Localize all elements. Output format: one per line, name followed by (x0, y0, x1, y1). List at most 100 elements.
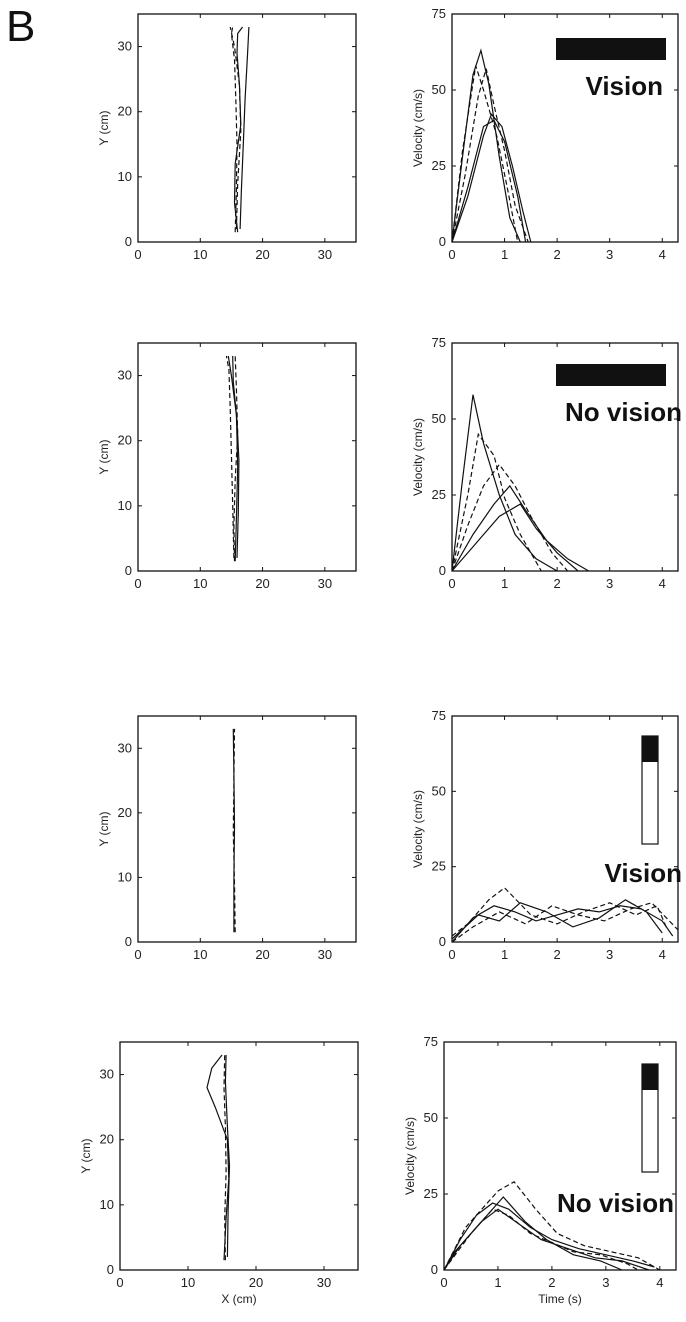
trajectory-line (232, 355, 240, 559)
x-tick-label: 20 (249, 1275, 263, 1290)
y-tick-label: 30 (118, 740, 132, 755)
x-tick-label: 10 (193, 947, 207, 962)
plot-frame (443, 1041, 677, 1271)
y-tick-label: 20 (100, 1132, 114, 1147)
y-axis-label: Y (cm) (97, 110, 111, 145)
x-tick-label: 30 (317, 1275, 331, 1290)
y-tick-label: 25 (432, 487, 446, 502)
x-tick-label: 20 (255, 247, 269, 262)
trajectory-line (443, 1196, 623, 1271)
x-tick-label: 2 (548, 1275, 555, 1290)
x-tick-label: 0 (116, 1275, 123, 1290)
trajectory-line (443, 1202, 655, 1271)
x-tick-label: 30 (318, 247, 332, 262)
y-axis-label: Velocity (cm/s) (411, 790, 425, 868)
y-tick-label: 0 (125, 934, 132, 949)
plot-frame (451, 13, 679, 243)
x-tick-label: 3 (606, 576, 613, 591)
x-tick-label: 10 (181, 1275, 195, 1290)
trajectory-line (206, 1054, 230, 1261)
y-tick-label: 75 (432, 6, 446, 21)
trajectory-line (239, 26, 250, 230)
trajectory-line (451, 905, 674, 943)
x-tick-label: 2 (553, 247, 560, 262)
condition-label: No vision (565, 397, 682, 427)
trajectory-line (232, 728, 236, 933)
x-tick-label: 0 (134, 576, 141, 591)
y-tick-label: 10 (100, 1197, 114, 1212)
y-tick-label: 0 (439, 563, 446, 578)
plot-frame (137, 13, 357, 243)
x-tick-label: 0 (134, 247, 141, 262)
trajectory-line (451, 887, 669, 937)
x-tick-label: 1 (501, 576, 508, 591)
y-tick-label: 10 (118, 869, 132, 884)
condition-label: No vision (557, 1188, 674, 1218)
x-tick-label: 30 (318, 947, 332, 962)
trajectory-line (224, 1054, 231, 1258)
plot-frame (451, 715, 679, 943)
chart-row1-left: 0 10 20 30 0 10 20 30 Y (cm) (97, 13, 357, 262)
condition-bar-fill (642, 1064, 658, 1090)
x-tick-label: 2 (553, 576, 560, 591)
y-tick-label: 0 (431, 1262, 438, 1277)
trajectory-line (451, 484, 590, 572)
y-axis-label: Velocity (cm/s) (411, 89, 425, 167)
x-tick-label: 4 (656, 1275, 663, 1290)
x-tick-label: 10 (193, 247, 207, 262)
condition-label: Vision (585, 71, 663, 101)
trajectory-line (223, 1054, 227, 1261)
plot-frame (119, 1041, 359, 1271)
trajectory-line (451, 432, 542, 572)
plot-frame (137, 715, 357, 943)
trajectory-line (451, 503, 579, 572)
trajectory-line (233, 355, 239, 562)
x-tick-label: 2 (553, 947, 560, 962)
x-tick-label: 1 (501, 947, 508, 962)
x-tick-label: 4 (659, 576, 666, 591)
chart-row3-right: 0 1 2 3 4 0 25 50 75 Velocity (cm/s) Vision (411, 708, 682, 962)
x-tick-label: 0 (448, 247, 455, 262)
trajectory-line (451, 65, 519, 243)
x-tick-label: 20 (255, 947, 269, 962)
x-tick-label: 0 (440, 1275, 447, 1290)
y-tick-label: 75 (432, 335, 446, 350)
y-tick-label: 0 (107, 1262, 114, 1277)
trajectory-line (451, 463, 569, 572)
x-tick-label: 20 (255, 576, 269, 591)
x-tick-label: 10 (193, 576, 207, 591)
y-axis-label: Y (cm) (79, 1138, 93, 1173)
y-tick-label: 50 (432, 411, 446, 426)
condition-label: Vision (604, 858, 682, 888)
chart-row4-left: 0 10 20 30 0 10 20 30 Y (cm) X (cm) (79, 1041, 359, 1306)
panel-label: B (6, 2, 36, 51)
trajectory-line (451, 113, 532, 243)
x-axis-label: X (cm) (221, 1292, 256, 1306)
trajectory-line (443, 1181, 661, 1271)
chart-row1-right: 0 1 2 3 4 0 25 50 75 Velocity (cm/s) Vision (411, 6, 679, 262)
chart-row2-right: 0 1 2 3 4 0 25 50 75 Velocity (cm/s) No vision (411, 335, 682, 591)
y-tick-label: 25 (424, 1186, 438, 1201)
y-axis-label: Y (cm) (97, 811, 111, 846)
y-tick-label: 30 (118, 39, 132, 54)
x-tick-label: 3 (606, 947, 613, 962)
y-tick-label: 0 (125, 563, 132, 578)
trajectory-line (225, 355, 235, 559)
chart-row2-left: 0 10 20 30 0 10 20 30 Y (cm) (97, 342, 357, 591)
trajectory-line (443, 1208, 639, 1271)
y-tick-label: 75 (424, 1034, 438, 1049)
y-tick-label: 0 (439, 934, 446, 949)
x-tick-label: 0 (448, 947, 455, 962)
trajectory-line (451, 902, 679, 943)
x-tick-label: 1 (494, 1275, 501, 1290)
y-tick-label: 20 (118, 104, 132, 119)
trajectory-line (451, 68, 529, 243)
y-tick-label: 0 (125, 234, 132, 249)
x-axis-label: Time (s) (538, 1292, 582, 1306)
x-tick-label: 3 (606, 247, 613, 262)
y-tick-label: 10 (118, 498, 132, 513)
y-tick-label: 75 (432, 708, 446, 723)
x-tick-label: 30 (318, 576, 332, 591)
trajectory-line (229, 26, 242, 230)
